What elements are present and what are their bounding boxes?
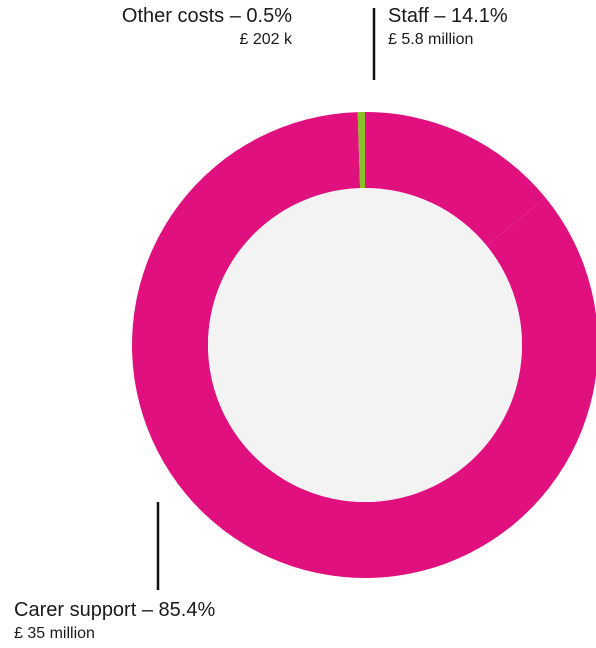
donut-center	[208, 188, 522, 502]
carer-support-percent-label: Carer support – 85.4%	[14, 599, 216, 621]
staff-percent-label: Staff – 14.1%	[388, 5, 508, 27]
slice-label-staff: Staff – 14.1% £ 5.8 million	[388, 4, 508, 49]
slice-label-other-costs: Other costs – 0.5% £ 202 k	[122, 4, 292, 49]
donut-slice-other-costs	[357, 112, 365, 189]
carer-support-amount-label: £ 35 million	[14, 625, 95, 642]
other-costs-amount-label: £ 202 k	[239, 31, 292, 48]
donut-slice-staff	[365, 112, 546, 246]
other-costs-percent-label: Other costs – 0.5%	[121, 5, 292, 27]
donut-slice-carer-support	[132, 112, 596, 578]
slice-label-carer-support: Carer support – 85.4% £ 35 million	[14, 598, 215, 643]
staff-amount-label: £ 5.8 million	[388, 31, 474, 48]
donut-ring	[132, 112, 596, 578]
